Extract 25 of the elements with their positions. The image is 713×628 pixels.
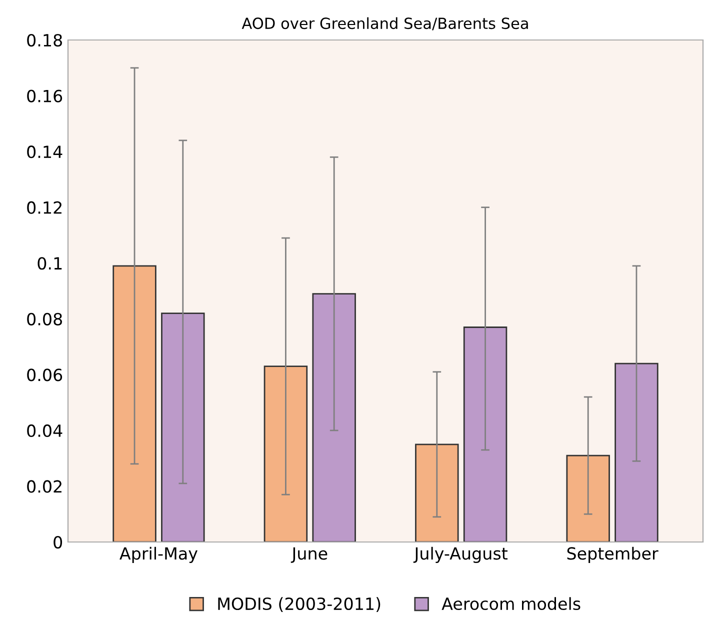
- legend-label: Aerocom models: [442, 597, 580, 610]
- x-tick-label: July-August: [413, 546, 508, 563]
- x-tick-label: April-May: [120, 546, 198, 563]
- y-tick-label: 0.08: [27, 312, 62, 326]
- y-tick-label: 0.04: [27, 424, 62, 438]
- bar: [264, 366, 308, 542]
- legend-label: MODIS (2003-2011): [218, 597, 380, 612]
- y-tick-label: 0.1: [38, 257, 62, 270]
- y-tick-label: 0.06: [27, 368, 62, 382]
- y-tick-label: 0.16: [27, 90, 62, 102]
- x-tick-label: June: [290, 547, 328, 563]
- x-tick-label: September: [567, 546, 658, 563]
- y-tick-label: 0.18: [27, 34, 62, 47]
- bar: [312, 293, 356, 542]
- y-tick-label: 0: [54, 536, 62, 549]
- bar: [112, 265, 156, 542]
- y-tick-label: 0.02: [27, 480, 62, 493]
- bar: [614, 362, 658, 542]
- chart-title: AOD over Greenland Sea/Barents Sea: [242, 17, 528, 30]
- y-tick-label: 0.12: [27, 201, 62, 214]
- bar: [463, 326, 508, 542]
- bar: [566, 454, 610, 542]
- bar: [161, 312, 205, 542]
- y-tick-label: 0.14: [27, 146, 62, 158]
- bar: [415, 444, 459, 542]
